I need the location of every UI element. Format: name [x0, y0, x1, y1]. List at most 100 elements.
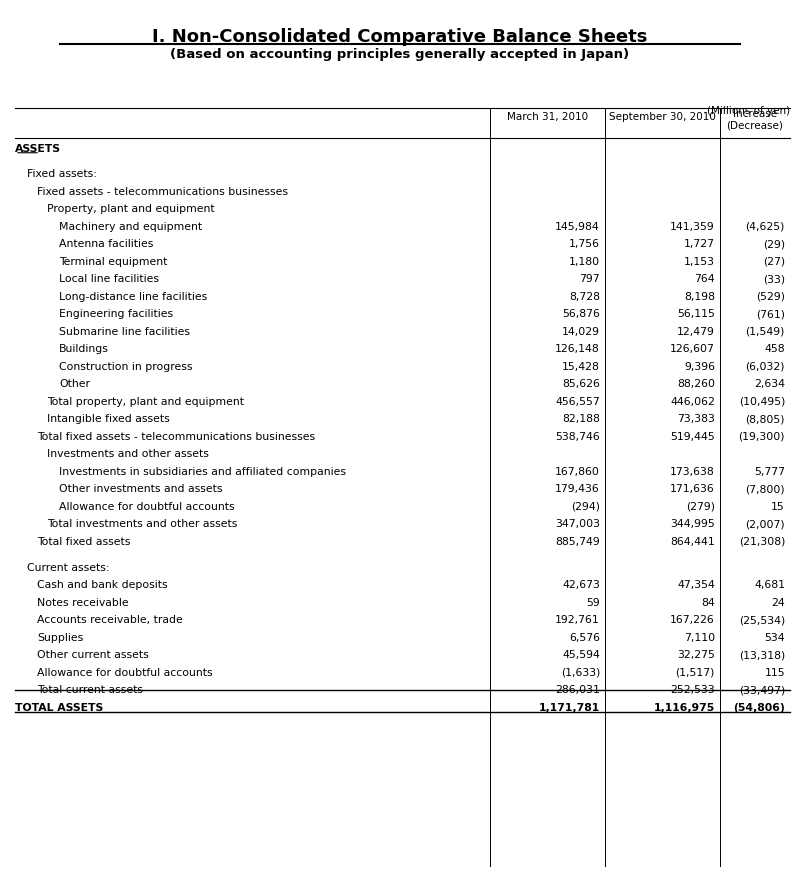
Text: 12,479: 12,479 [677, 327, 715, 337]
Text: Total investments and other assets: Total investments and other assets [47, 519, 238, 530]
Text: Other: Other [59, 379, 90, 389]
Text: (29): (29) [763, 239, 785, 249]
Text: 5,777: 5,777 [754, 467, 785, 477]
Text: 1,727: 1,727 [684, 239, 715, 249]
Text: (21,308): (21,308) [738, 537, 785, 547]
Text: Accounts receivable, trade: Accounts receivable, trade [37, 616, 182, 625]
Text: 458: 458 [764, 344, 785, 354]
Text: Other current assets: Other current assets [37, 650, 149, 660]
Text: 56,876: 56,876 [562, 309, 600, 319]
Text: 15: 15 [771, 502, 785, 512]
Text: 6,576: 6,576 [569, 633, 600, 642]
Text: 534: 534 [764, 633, 785, 642]
Text: (8,805): (8,805) [746, 414, 785, 424]
Text: (Based on accounting principles generally accepted in Japan): (Based on accounting principles generall… [170, 48, 630, 61]
Text: Increase
(Decrease): Increase (Decrease) [726, 109, 783, 131]
Text: 864,441: 864,441 [670, 537, 715, 547]
Text: (6,032): (6,032) [746, 362, 785, 372]
Text: 45,594: 45,594 [562, 650, 600, 660]
Text: 179,436: 179,436 [555, 484, 600, 494]
Text: 8,198: 8,198 [684, 291, 715, 302]
Text: Machinery and equipment: Machinery and equipment [59, 221, 202, 232]
Text: 519,445: 519,445 [670, 432, 715, 442]
Text: Allowance for doubtful accounts: Allowance for doubtful accounts [59, 502, 234, 512]
Text: Cash and bank deposits: Cash and bank deposits [37, 581, 168, 590]
Text: 173,638: 173,638 [670, 467, 715, 477]
Text: Notes receivable: Notes receivable [37, 598, 129, 607]
Text: (Millions of yen): (Millions of yen) [707, 106, 790, 116]
Text: 1,756: 1,756 [569, 239, 600, 249]
Text: 73,383: 73,383 [677, 414, 715, 424]
Text: 15,428: 15,428 [562, 362, 600, 372]
Text: Other investments and assets: Other investments and assets [59, 484, 222, 494]
Text: 24: 24 [771, 598, 785, 607]
Text: (2,007): (2,007) [746, 519, 785, 530]
Text: 1,153: 1,153 [684, 256, 715, 267]
Text: (4,625): (4,625) [746, 221, 785, 232]
Text: 344,995: 344,995 [670, 519, 715, 530]
Text: 145,984: 145,984 [555, 221, 600, 232]
Text: 126,148: 126,148 [555, 344, 600, 354]
Text: (1,517): (1,517) [676, 668, 715, 678]
Text: 32,275: 32,275 [677, 650, 715, 660]
Text: (1,549): (1,549) [746, 327, 785, 337]
Text: 2,634: 2,634 [754, 379, 785, 389]
Text: 456,557: 456,557 [555, 397, 600, 407]
Text: 82,188: 82,188 [562, 414, 600, 424]
Text: 88,260: 88,260 [677, 379, 715, 389]
Text: (13,318): (13,318) [738, 650, 785, 660]
Text: March 31, 2010: March 31, 2010 [507, 112, 588, 122]
Text: 1,116,975: 1,116,975 [654, 702, 715, 713]
Text: (27): (27) [763, 256, 785, 267]
Text: (529): (529) [756, 291, 785, 302]
Text: 1,180: 1,180 [569, 256, 600, 267]
Text: 538,746: 538,746 [555, 432, 600, 442]
Text: (294): (294) [571, 502, 600, 512]
Text: September 30, 2010: September 30, 2010 [609, 112, 716, 122]
Text: Intangible fixed assets: Intangible fixed assets [47, 414, 170, 424]
Text: TOTAL ASSETS: TOTAL ASSETS [15, 702, 103, 713]
Text: (761): (761) [756, 309, 785, 319]
Text: Antenna facilities: Antenna facilities [59, 239, 154, 249]
Text: Total property, plant and equipment: Total property, plant and equipment [47, 397, 244, 407]
Text: Property, plant and equipment: Property, plant and equipment [47, 204, 214, 214]
Text: Fixed assets:: Fixed assets: [27, 169, 97, 179]
Text: (54,806): (54,806) [734, 702, 785, 713]
Text: 171,636: 171,636 [670, 484, 715, 494]
Text: Buildings: Buildings [59, 344, 109, 354]
Text: 85,626: 85,626 [562, 379, 600, 389]
Text: 7,110: 7,110 [684, 633, 715, 642]
Text: Submarine line facilities: Submarine line facilities [59, 327, 190, 337]
Text: 192,761: 192,761 [555, 616, 600, 625]
Text: I. Non-Consolidated Comparative Balance Sheets: I. Non-Consolidated Comparative Balance … [152, 28, 648, 46]
Text: Local line facilities: Local line facilities [59, 274, 159, 284]
Text: (33): (33) [763, 274, 785, 284]
Text: Terminal equipment: Terminal equipment [59, 256, 167, 267]
Text: Engineering facilities: Engineering facilities [59, 309, 173, 319]
Text: 252,533: 252,533 [670, 685, 715, 695]
Text: 446,062: 446,062 [670, 397, 715, 407]
Text: (10,495): (10,495) [738, 397, 785, 407]
Text: 47,354: 47,354 [677, 581, 715, 590]
Text: (33,497): (33,497) [738, 685, 785, 695]
Text: 42,673: 42,673 [562, 581, 600, 590]
Text: 56,115: 56,115 [677, 309, 715, 319]
Text: Investments and other assets: Investments and other assets [47, 449, 209, 459]
Text: Allowance for doubtful accounts: Allowance for doubtful accounts [37, 668, 213, 678]
Text: 59: 59 [586, 598, 600, 607]
Text: (1,633): (1,633) [561, 668, 600, 678]
Text: 84: 84 [702, 598, 715, 607]
Text: (7,800): (7,800) [746, 484, 785, 494]
Text: 4,681: 4,681 [754, 581, 785, 590]
Text: 885,749: 885,749 [555, 537, 600, 547]
Text: 167,226: 167,226 [670, 616, 715, 625]
Text: 347,003: 347,003 [555, 519, 600, 530]
Text: Long-distance line facilities: Long-distance line facilities [59, 291, 207, 302]
Text: 797: 797 [579, 274, 600, 284]
Text: Total fixed assets: Total fixed assets [37, 537, 130, 547]
Text: Fixed assets - telecommunications businesses: Fixed assets - telecommunications busine… [37, 186, 288, 196]
Text: 9,396: 9,396 [684, 362, 715, 372]
Text: (279): (279) [686, 502, 715, 512]
Text: 126,607: 126,607 [670, 344, 715, 354]
Text: 286,031: 286,031 [555, 685, 600, 695]
